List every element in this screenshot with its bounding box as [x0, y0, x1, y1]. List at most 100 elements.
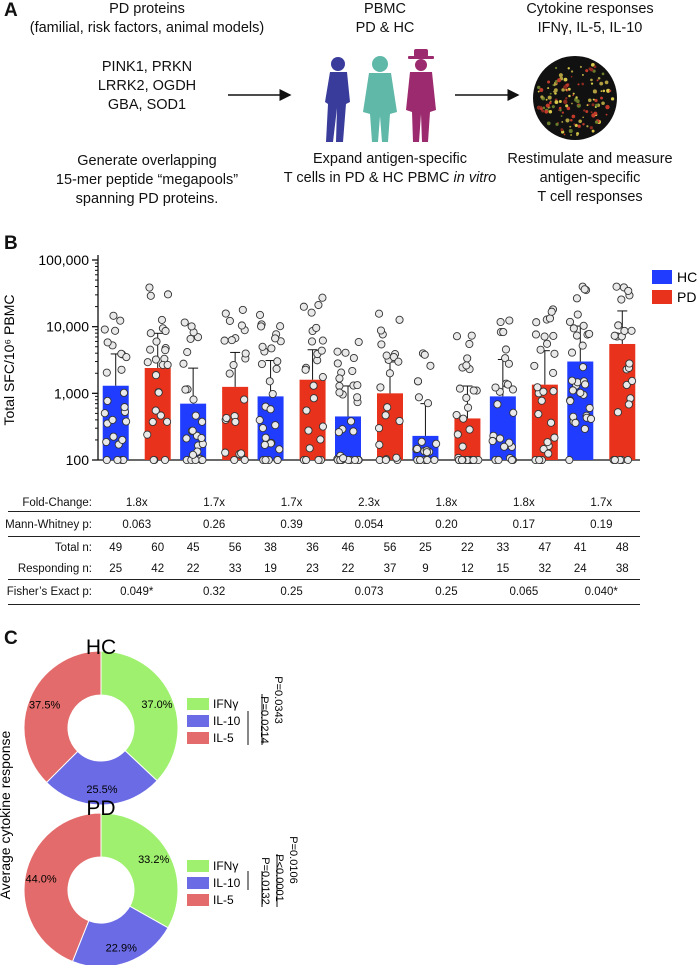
data-point [149, 455, 158, 465]
slice-value-label: 37.0% [141, 699, 172, 711]
legend-swatch [187, 715, 209, 727]
data-point [309, 394, 318, 403]
data-point [432, 439, 441, 448]
pie-title-hc: HC [86, 636, 116, 659]
fold-change-label: Fold-Change: [22, 497, 92, 509]
data-point [543, 438, 552, 447]
expand-text-2: T cells in PD & HC PBMC [283, 170, 450, 186]
p-value-label: P=0.0343 [272, 676, 284, 723]
data-point [161, 346, 170, 355]
well-spot [537, 85, 541, 90]
mann-whitney-value: 0.054 [354, 519, 384, 531]
data-point [146, 291, 155, 300]
data-point [613, 408, 622, 417]
data-point [183, 348, 192, 357]
data-point [537, 396, 546, 405]
data-point [240, 395, 249, 404]
data-point [381, 455, 390, 465]
peptide-text-2: 15-mer peptide “megapools” [55, 172, 239, 188]
data-point [571, 418, 580, 427]
category-label-gba: GBA [354, 469, 384, 470]
cytokine-pies: 37.0% 25.5% 37.5% HC IFNγ IL-10 IL-5 33.2% 22.9%… [0, 636, 299, 965]
well-spot [578, 119, 582, 124]
data-point [257, 359, 267, 369]
data-point [333, 359, 342, 368]
well-spot [563, 133, 566, 136]
data-point [536, 345, 545, 354]
responding-n-pd: 42 [151, 563, 165, 575]
person-icon-standing [363, 56, 397, 142]
data-point [469, 455, 478, 465]
fisher-value: 0.065 [509, 586, 539, 598]
mann-whitney-value: 0.19 [590, 519, 613, 531]
total-n-hc: 33 [496, 542, 510, 554]
data-point [154, 388, 163, 397]
data-point [458, 442, 467, 451]
data-point [566, 396, 575, 406]
data-point [348, 366, 357, 376]
legend-label: IL-10 [213, 714, 241, 728]
fisher-label: Fisher’s Exact p: [6, 586, 92, 598]
well-spot [590, 78, 593, 82]
data-point [463, 354, 472, 363]
data-point [188, 426, 197, 435]
data-point [260, 440, 269, 449]
data-point [181, 385, 190, 394]
fold-change-value: 1.8x [125, 497, 148, 509]
data-point [273, 357, 282, 366]
data-point [531, 330, 541, 339]
data-point [299, 302, 308, 311]
well-spot [557, 78, 561, 83]
data-point [374, 424, 384, 433]
well-spot [536, 105, 541, 110]
data-point [430, 455, 439, 465]
responding-n-pd: 12 [461, 563, 474, 575]
well-spot [555, 122, 559, 126]
data-point [193, 333, 203, 342]
data-point [145, 283, 154, 292]
well-spot [547, 107, 550, 109]
data-point [420, 350, 429, 359]
legend-label: IFNγ [213, 859, 238, 873]
responding-n-hc: 24 [573, 563, 587, 575]
mann-whitney-value: 0.39 [280, 519, 303, 531]
data-point [152, 337, 161, 346]
panel-a-graphics [228, 49, 617, 142]
peptide-text-3: spanning PD proteins. [75, 191, 219, 207]
slice-hc-ifn [100, 650, 179, 782]
well-spot [571, 114, 576, 119]
mann-whitney-value: 0.20 [435, 519, 458, 531]
well-spot [577, 83, 580, 86]
well-spot [561, 130, 565, 134]
table-divider-3 [8, 579, 640, 580]
data-point [102, 368, 111, 377]
data-point [550, 433, 559, 442]
well-spot [558, 100, 562, 103]
well-spot [553, 88, 558, 93]
well-spot [554, 66, 558, 70]
well-spot [540, 95, 544, 99]
well-spot [547, 87, 550, 90]
data-point [225, 369, 234, 378]
well-spot [561, 121, 564, 123]
data-point [382, 351, 391, 360]
data-point [119, 388, 128, 397]
data-point [469, 386, 478, 395]
data-point [394, 357, 403, 366]
table-divider-1 [8, 511, 640, 512]
well-spot [572, 92, 575, 95]
protein-list-2: LRRK2, OGDH [97, 78, 197, 94]
well-spot [577, 124, 581, 128]
data-point [462, 393, 471, 402]
data-point [151, 406, 160, 415]
data-point [465, 425, 474, 434]
data-point [572, 294, 581, 303]
data-point [109, 311, 118, 320]
data-point [535, 455, 544, 465]
data-point [501, 345, 510, 354]
well-spot [558, 109, 560, 111]
fisher-value: 0.040* [584, 586, 618, 598]
well-spot [545, 103, 550, 108]
data-point [392, 453, 401, 462]
legend-label-pd: PD [677, 289, 696, 305]
